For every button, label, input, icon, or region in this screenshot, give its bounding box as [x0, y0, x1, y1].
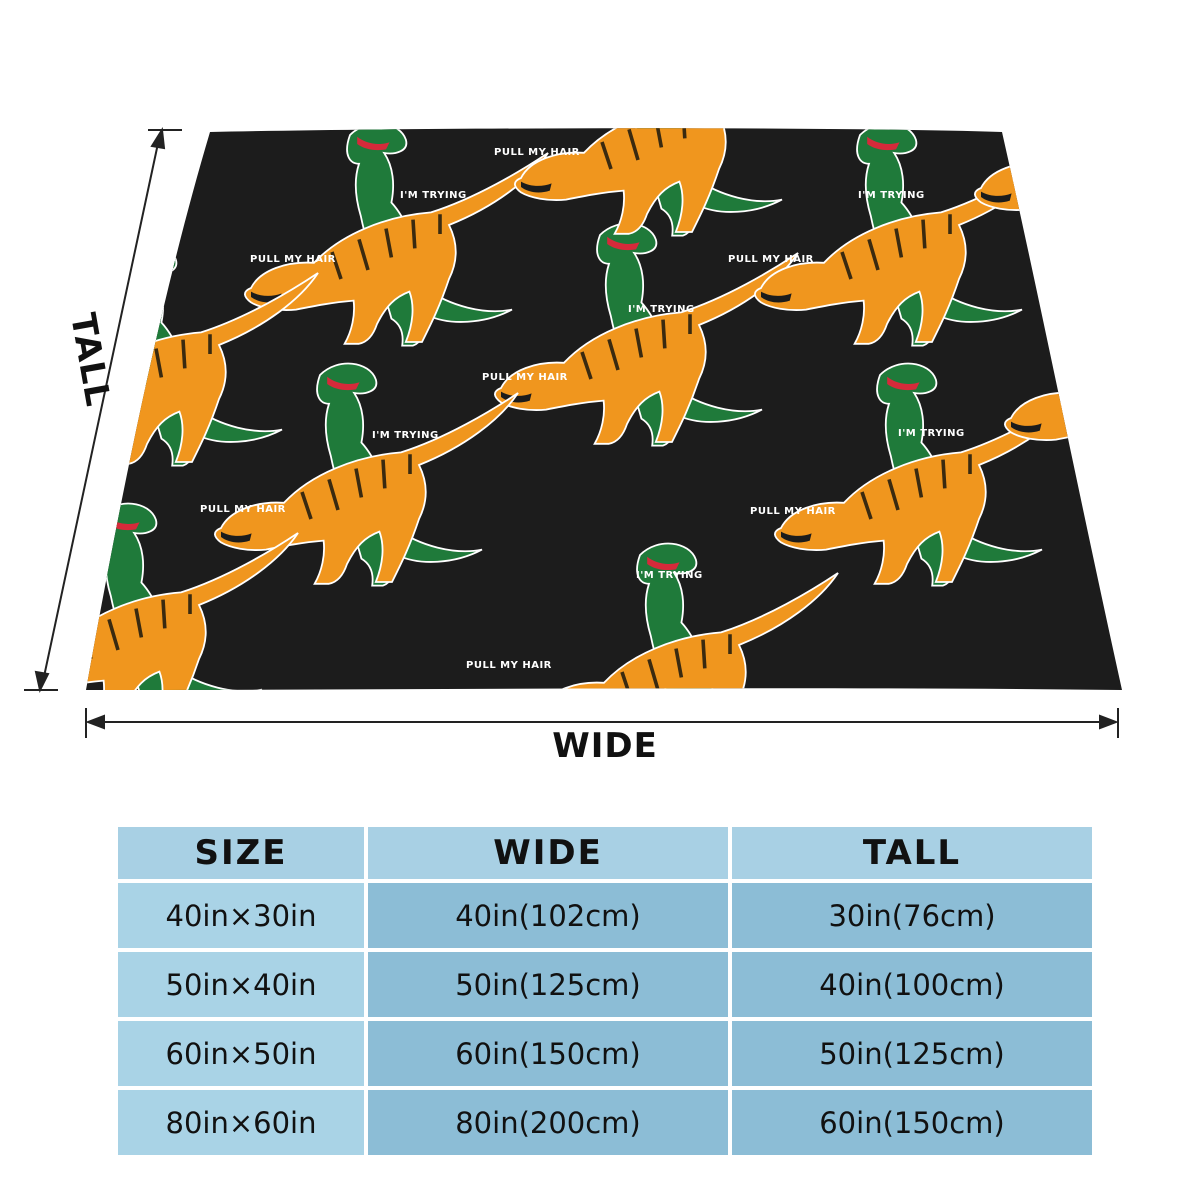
- cell-tall: 50in(125cm): [732, 1021, 1092, 1086]
- cell-size: 40in×30in: [118, 883, 364, 948]
- cell-wide: 40in(102cm): [368, 883, 728, 948]
- cell-size: 60in×50in: [118, 1021, 364, 1086]
- cell-size: 80in×60in: [118, 1090, 364, 1155]
- print-phrase-pull: PULL MY HAIR: [200, 504, 286, 515]
- print-phrase-pull: PULL MY HAIR: [494, 147, 580, 158]
- blanket-svg: [24, 127, 1122, 738]
- print-phrase-pull: PULL MY HAIR: [482, 372, 568, 383]
- table-row: 40in×30in 40in(102cm) 30in(76cm): [118, 883, 1092, 948]
- size-chart-table: SIZE WIDE TALL 40in×30in 40in(102cm) 30i…: [114, 823, 1096, 1159]
- print-phrase-pull: PULL MY HAIR: [750, 506, 836, 517]
- cell-tall: 30in(76cm): [732, 883, 1092, 948]
- wide-dimension-arrow: [85, 708, 1119, 738]
- print-phrase-trying: I'M TRYING: [858, 190, 925, 201]
- tall-dimension-arrow: [24, 127, 182, 693]
- cell-tall: 60in(150cm): [732, 1090, 1092, 1155]
- table-row: 60in×50in 60in(150cm) 50in(125cm): [118, 1021, 1092, 1086]
- cell-wide: 50in(125cm): [368, 952, 728, 1017]
- table-row: 80in×60in 80in(200cm) 60in(150cm): [118, 1090, 1092, 1155]
- table-header-row: SIZE WIDE TALL: [118, 827, 1092, 879]
- blanket-illustration: PULL MY HAIR I'M TRYING I'M TRYING PULL …: [24, 127, 1122, 766]
- header-wide: WIDE: [368, 827, 728, 879]
- cell-wide: 60in(150cm): [368, 1021, 728, 1086]
- print-phrase-trying: I'M TRYING: [400, 190, 467, 201]
- print-phrase-pull: PULL MY HAIR: [728, 254, 814, 265]
- cell-tall: 40in(100cm): [732, 952, 1092, 1017]
- print-phrase-pull: PULL MY HAIR: [466, 660, 552, 671]
- print-phrase-trying: I'M TRYING: [898, 428, 965, 439]
- print-phrase-trying: I'M TRYING: [636, 570, 703, 581]
- wide-label: WIDE: [552, 726, 658, 766]
- print-phrase-trying: I'M TRYING: [372, 430, 439, 441]
- header-size: SIZE: [118, 827, 364, 879]
- cell-size: 50in×40in: [118, 952, 364, 1017]
- cell-wide: 80in(200cm): [368, 1090, 728, 1155]
- print-phrase-trying: I'M TRYING: [628, 304, 695, 315]
- print-phrase-pull: PULL MY HAIR: [250, 254, 336, 265]
- header-tall: TALL: [732, 827, 1092, 879]
- table-row: 50in×40in 50in(125cm) 40in(100cm): [118, 952, 1092, 1017]
